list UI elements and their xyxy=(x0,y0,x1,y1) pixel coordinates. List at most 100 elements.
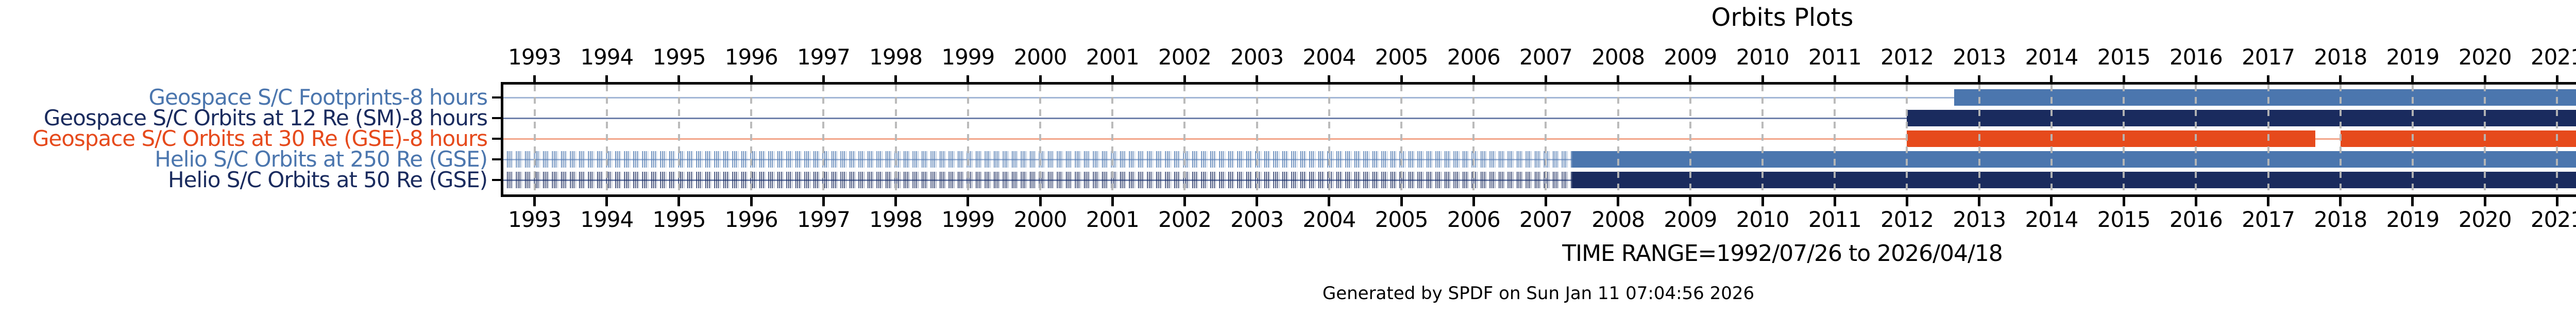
year-gridline xyxy=(2339,85,2342,194)
year-tick-bottom xyxy=(1183,197,1186,206)
row-center-line xyxy=(503,117,2576,119)
year-label-top: 2008 xyxy=(1591,44,1645,70)
year-tick-top xyxy=(1761,75,1764,85)
year-label-top: 1996 xyxy=(724,44,778,70)
year-label-bottom: 2021 xyxy=(2530,207,2576,232)
year-label-top: 1999 xyxy=(941,44,995,70)
year-tick-top xyxy=(2411,75,2414,85)
row-center-line xyxy=(503,96,2576,98)
row-tick xyxy=(492,179,503,181)
x-axis-labels-bottom: 1993 1994 1995 1996 1997 1998 1999 2000 2001 2002… xyxy=(503,207,2576,233)
year-tick-top xyxy=(2267,75,2270,85)
generated-by-label: Generated by SPDF on Sun Jan 11 07:04:56… xyxy=(1322,283,1755,304)
year-label-bottom: 2012 xyxy=(1880,207,1934,232)
row-tick xyxy=(492,117,503,119)
year-tick-top xyxy=(1617,75,1620,85)
year-label-bottom: 1999 xyxy=(941,207,995,232)
year-gridline xyxy=(1472,85,1475,194)
year-gridline xyxy=(1834,85,1836,194)
year-tick-bottom xyxy=(2339,197,2342,206)
year-label-bottom: 1998 xyxy=(869,207,923,232)
x-axis-ticks-top xyxy=(503,75,2576,85)
year-label-bottom: 1995 xyxy=(652,207,706,232)
year-tick-top xyxy=(2339,75,2342,85)
year-tick-top xyxy=(967,75,970,85)
year-label-bottom: 2011 xyxy=(1808,207,1862,232)
year-gridline xyxy=(894,85,897,194)
row-center-line xyxy=(503,138,2576,140)
year-label-top: 1997 xyxy=(796,44,851,70)
year-tick-top xyxy=(894,75,897,85)
year-tick-top xyxy=(750,75,753,85)
year-label-top: 2021 xyxy=(2530,44,2576,70)
year-gridline xyxy=(2267,85,2269,194)
coverage-bar xyxy=(1907,130,2315,147)
year-tick-bottom xyxy=(1400,197,1403,206)
year-tick-top xyxy=(1472,75,1475,85)
year-label-bottom: 2015 xyxy=(2097,207,2151,232)
year-gridline xyxy=(1039,85,1042,194)
year-tick-top xyxy=(2555,75,2558,85)
year-tick-bottom xyxy=(1328,197,1331,206)
time-range-label: TIME RANGE=1992/07/26 to 2026/04/18 xyxy=(1562,240,2003,267)
year-gridline xyxy=(1906,85,1908,194)
year-label-top: 2003 xyxy=(1230,44,1284,70)
year-gridline xyxy=(533,85,536,194)
year-tick-top xyxy=(605,75,608,85)
year-label-top: 2002 xyxy=(1158,44,1212,70)
row-tick xyxy=(492,96,503,98)
year-label-bottom: 2007 xyxy=(1519,207,1573,232)
year-label-top: 2000 xyxy=(1013,44,1067,70)
year-label-top: 2016 xyxy=(2169,44,2223,70)
year-label-top: 2011 xyxy=(1808,44,1862,70)
y-axis-row-ticks xyxy=(492,85,503,194)
year-gridline xyxy=(605,85,608,194)
row-label: Geospace S/C Orbits at 30 Re (GSE)-8 hou… xyxy=(32,126,488,151)
year-gridline xyxy=(1400,85,1403,194)
year-tick-bottom xyxy=(1039,197,1042,206)
year-tick-top xyxy=(822,75,825,85)
year-gridline xyxy=(2484,85,2486,194)
year-gridline xyxy=(1761,85,1764,194)
year-label-top: 2020 xyxy=(2458,44,2512,70)
year-gridline xyxy=(1617,85,1619,194)
coverage-bar xyxy=(1907,110,2576,126)
year-label-bottom: 2005 xyxy=(1375,207,1429,232)
year-tick-bottom xyxy=(1472,197,1475,206)
year-gridline xyxy=(822,85,825,194)
year-label-top: 2001 xyxy=(1086,44,1140,70)
coverage-bar xyxy=(1571,151,2576,168)
year-tick-bottom xyxy=(894,197,897,206)
year-label-bottom: 2020 xyxy=(2458,207,2512,232)
year-label-top: 2010 xyxy=(1736,44,1790,70)
year-gridline xyxy=(967,85,969,194)
year-tick-bottom xyxy=(2122,197,2125,206)
year-tick-bottom xyxy=(967,197,970,206)
year-tick-top xyxy=(1833,75,1836,85)
year-gridline xyxy=(1545,85,1547,194)
row-label: Helio S/C Orbits at 250 Re (GSE) xyxy=(155,146,488,172)
year-gridline xyxy=(2556,85,2558,194)
year-label-top: 2013 xyxy=(1953,44,2006,70)
year-gridline xyxy=(677,85,680,194)
year-tick-top xyxy=(1544,75,1547,85)
year-tick-bottom xyxy=(605,197,608,206)
year-gridline xyxy=(2411,85,2414,194)
row-label: Geospace S/C Footprints-8 hours xyxy=(148,85,488,110)
year-gridline xyxy=(750,85,753,194)
year-label-bottom: 2016 xyxy=(2169,207,2223,232)
year-gridline xyxy=(1689,85,1691,194)
year-tick-top xyxy=(1400,75,1403,85)
year-label-bottom: 2002 xyxy=(1158,207,1212,232)
x-axis-labels-top: 1993 1994 1995 1996 1997 1998 1999 2000 2001 2002… xyxy=(503,44,2576,70)
year-label-top: 2006 xyxy=(1447,44,1501,70)
year-tick-bottom xyxy=(677,197,681,206)
year-label-top: 2017 xyxy=(2242,44,2295,70)
year-label-top: 1995 xyxy=(652,44,706,70)
year-tick-top xyxy=(1689,75,1692,85)
year-tick-bottom xyxy=(1111,197,1114,206)
year-label-bottom: 2017 xyxy=(2242,207,2295,232)
year-label-top: 2005 xyxy=(1375,44,1429,70)
year-tick-top xyxy=(2483,75,2486,85)
